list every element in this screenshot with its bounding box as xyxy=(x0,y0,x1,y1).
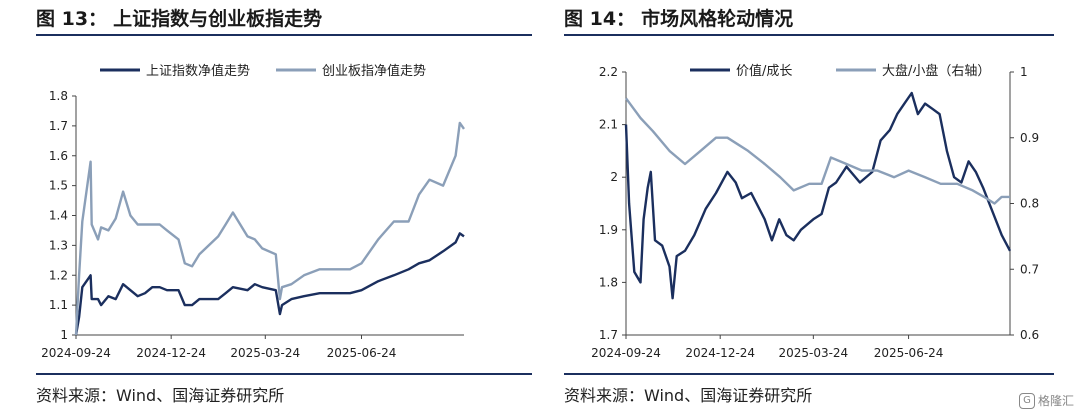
x-tick-label: 2025-03-24 xyxy=(230,346,300,360)
y2-tick-label: 0.9 xyxy=(1020,131,1039,145)
y-tick-label: 1.2 xyxy=(49,268,68,282)
figure-13-number: 图 13： xyxy=(36,8,108,30)
x-tick-label: 2025-06-24 xyxy=(874,346,944,360)
x-tick-label: 2024-12-24 xyxy=(136,346,206,360)
figure-14-top-rule xyxy=(564,34,1054,36)
y-tick-label: 1.4 xyxy=(49,209,68,223)
x-tick-label: 2024-09-24 xyxy=(41,346,111,360)
legend-label-1: 大盘/小盘（右轴） xyxy=(882,63,990,79)
y2-tick-label: 0.8 xyxy=(1020,197,1039,211)
figure-13-title-text: 上证指数与创业板指走势 xyxy=(113,8,323,30)
y-tick-label: 2.1 xyxy=(599,118,618,132)
figure-13-bottom-rule xyxy=(36,373,532,375)
y-tick-label: 1.3 xyxy=(49,238,68,252)
y-tick-label: 1.7 xyxy=(49,119,68,133)
series-line-0 xyxy=(74,232,465,336)
y-tick-label: 1 xyxy=(60,328,68,342)
figure-13-top-rule xyxy=(36,34,532,36)
y-tick-label: 1.8 xyxy=(599,275,618,289)
series-line-1 xyxy=(625,97,1010,205)
y-tick-label: 1.5 xyxy=(49,179,68,193)
figure-14-title-text: 市场风格轮动情况 xyxy=(641,8,794,30)
legend-label-1: 创业板指净值走势 xyxy=(322,63,426,79)
g-logo-icon: G xyxy=(1018,392,1035,409)
figure-14: 图 14： 市场风格轮动情况 1.7 1.8 1.9 2 2.1 2.2 0.6 0.7 0.8 0… xyxy=(540,0,1080,413)
figure-13-source: 资料来源：Wind、国海证券研究所 xyxy=(36,386,285,405)
chart-14-svg: 1.7 1.8 1.9 2 2.1 2.2 0.6 0.7 0.8 0.9 1 2024-09-24 2… xyxy=(591,63,1039,360)
y-tick-label: 2.2 xyxy=(599,65,618,79)
y2-tick-label: 0.7 xyxy=(1020,262,1039,276)
watermark: G 格隆汇 xyxy=(1018,392,1074,409)
y2-tick-label: 0.6 xyxy=(1020,328,1039,342)
figure-14-source: 资料来源：Wind、国海证券研究所 xyxy=(564,386,813,405)
series-line-0 xyxy=(624,91,1012,300)
y-tick-label: 1.1 xyxy=(49,298,68,312)
chart-13-svg: 1 1.1 1.2 1.3 1.4 1.5 1.6 1.7 1.8 2024-09-24 2024-… xyxy=(41,63,465,360)
x-tick-label: 2025-03-24 xyxy=(778,346,848,360)
y2-tick-label: 1 xyxy=(1020,65,1028,79)
x-tick-label: 2024-12-24 xyxy=(685,346,755,360)
series-line-1 xyxy=(74,121,465,336)
y-tick-label: 1.6 xyxy=(49,149,68,163)
y-tick-label: 1.8 xyxy=(49,89,68,103)
x-tick-label: 2024-09-24 xyxy=(591,346,661,360)
watermark-text: 格隆汇 xyxy=(1037,394,1074,408)
figure-14-number: 图 14： xyxy=(564,8,636,30)
y-tick-label: 1.9 xyxy=(599,223,618,237)
figure-14-bottom-rule xyxy=(564,373,1054,375)
figure-13: 图 13： 上证指数与创业板指走势 1 1.1 1.2 1.3 1.4 1.5 1.6 1.7 1… xyxy=(36,4,532,405)
figure-14-title: 图 14： 市场风格轮动情况 xyxy=(564,4,793,31)
figure-13-title: 图 13： 上证指数与创业板指走势 xyxy=(36,4,322,31)
y-tick-label: 2 xyxy=(610,170,618,184)
legend-label-0: 价值/成长 xyxy=(736,63,792,79)
x-tick-label: 2025-06-24 xyxy=(327,346,397,360)
y-tick-label: 1.7 xyxy=(599,328,618,342)
legend-label-0: 上证指数净值走势 xyxy=(146,63,250,79)
